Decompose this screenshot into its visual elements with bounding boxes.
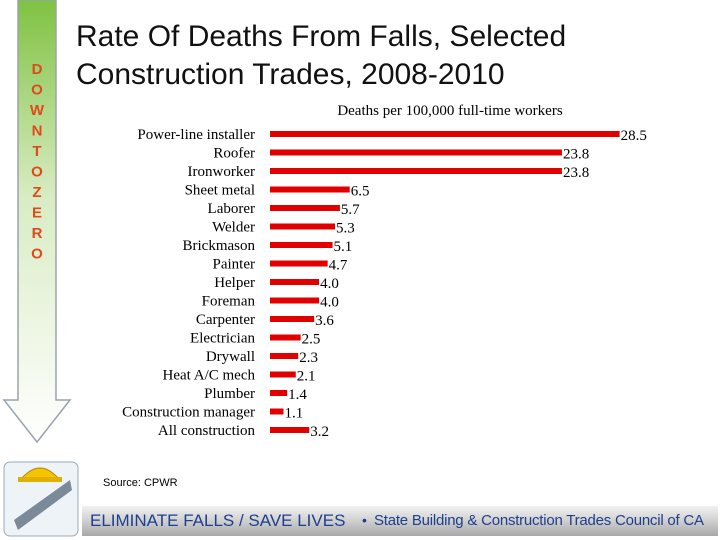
category-label: Helper [214, 275, 255, 291]
bar [270, 223, 336, 230]
logo [3, 461, 79, 537]
side-letter: R [32, 225, 43, 242]
category-label: Laborer [208, 201, 255, 217]
category-label: Plumber [204, 386, 255, 402]
chart-title: Rate Of Deaths From Falls, Selected Cons… [76, 20, 567, 91]
category-label: Brickmason [183, 238, 256, 254]
bar [270, 334, 301, 341]
category-label: Sheet metal [185, 183, 255, 199]
bar [270, 427, 310, 433]
bar [270, 279, 320, 285]
bar [270, 205, 340, 211]
side-letter: W [30, 102, 45, 119]
axis-label: Deaths per 100,000 full-time workers [337, 103, 563, 119]
category-label: Ironworker [188, 164, 255, 180]
value-label: 3.2 [310, 424, 329, 440]
category-label: Welder [212, 220, 255, 236]
side-letter: O [31, 164, 43, 181]
category-label: Roofer [213, 146, 255, 162]
value-label: 6.5 [351, 184, 370, 200]
source: Source: CPWR [103, 477, 178, 489]
category-label: Power-line installer [137, 127, 255, 143]
value-label: 4.0 [320, 295, 339, 311]
category-label: All construction [158, 423, 256, 439]
value-label: 1.4 [288, 387, 307, 403]
value-label: 5.7 [341, 202, 360, 218]
value-label: 5.3 [336, 221, 355, 237]
bar [270, 149, 562, 156]
category-label: Construction manager [122, 405, 255, 421]
category-label: Painter [213, 257, 256, 273]
category-label: Foreman [202, 294, 256, 310]
value-label: 23.8 [563, 147, 589, 163]
plot: Power-line installer 28.5 Roofer 23.8 Ironwo… [122, 127, 647, 440]
side-letter: E [32, 205, 42, 222]
category-label: Heat A/C mech [163, 368, 256, 384]
side-letter: D [32, 61, 43, 78]
value-label: 3.6 [315, 313, 334, 329]
side-letter: T [32, 143, 41, 160]
side-letter: Z [32, 184, 41, 201]
footer-bullet: • [362, 512, 367, 528]
bar [270, 371, 296, 378]
bar [270, 390, 288, 396]
value-label: 1.1 [284, 406, 303, 422]
category-label: Drywall [206, 349, 255, 365]
category-label: Carpenter [196, 312, 255, 328]
footer-slogan: ELIMINATE FALLS / SAVE LIVES [90, 511, 345, 530]
bar [270, 316, 315, 322]
value-label: 5.1 [334, 239, 353, 255]
bar [270, 260, 328, 267]
footer-org: State Building & Construction Trades Cou… [374, 512, 704, 529]
down-arrow [2, 0, 72, 444]
category-label: Electrician [190, 331, 255, 347]
bar [270, 131, 620, 137]
value-label: 23.8 [563, 165, 589, 181]
side-letter: O [31, 82, 43, 99]
value-label: 4.0 [320, 276, 339, 292]
bar [270, 408, 284, 415]
bar [270, 297, 320, 304]
value-label: 2.5 [302, 332, 321, 348]
value-label: 28.5 [621, 128, 647, 144]
bar [270, 242, 333, 248]
bar [270, 353, 299, 359]
footer-band [82, 506, 718, 536]
bar [270, 168, 562, 174]
value-label: 4.7 [329, 258, 348, 274]
value-label: 2.3 [299, 350, 318, 366]
bar [270, 186, 350, 193]
side-letter: O [31, 246, 43, 263]
value-label: 2.1 [297, 369, 316, 385]
side-letter: N [32, 123, 43, 140]
